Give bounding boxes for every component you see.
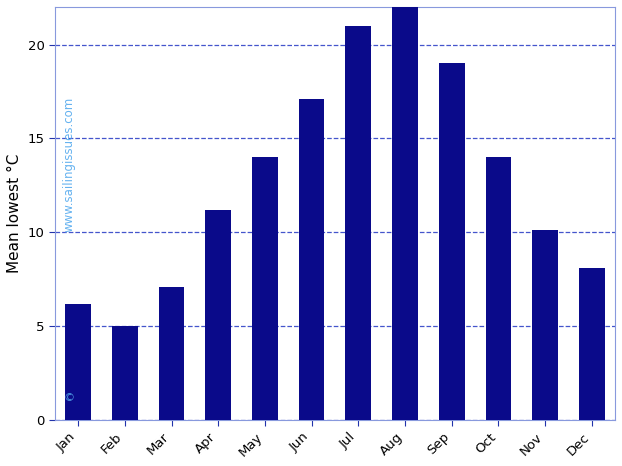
Bar bbox=[205, 210, 231, 420]
Bar bbox=[532, 230, 558, 420]
Bar bbox=[65, 304, 91, 420]
Bar bbox=[159, 287, 185, 420]
Text: www.sailingissues.com: www.sailingissues.com bbox=[62, 96, 75, 232]
Bar bbox=[439, 63, 465, 420]
Y-axis label: Mean lowest °C: Mean lowest °C bbox=[7, 154, 22, 273]
Bar bbox=[486, 157, 511, 420]
Text: ©: © bbox=[63, 394, 75, 404]
Bar bbox=[252, 157, 278, 420]
Bar bbox=[579, 268, 605, 420]
Bar bbox=[345, 26, 371, 420]
Bar bbox=[112, 326, 137, 420]
Bar bbox=[392, 0, 418, 420]
Bar bbox=[299, 99, 325, 420]
